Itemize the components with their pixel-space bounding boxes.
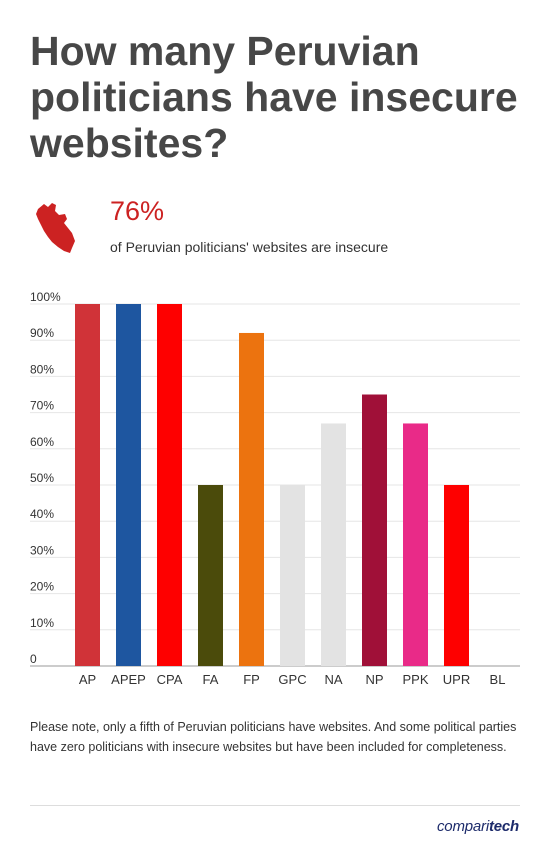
x-tick-label: APEP	[111, 672, 146, 687]
bar-ap	[75, 304, 100, 666]
x-tick-label: NP	[365, 672, 383, 687]
y-tick-label: 30%	[30, 543, 54, 557]
bar-ppk	[403, 423, 428, 666]
x-axis-ticks: AP APEP CPA FA FP GPC NA NP PPK UPR BL	[79, 672, 506, 687]
y-tick-label: 20%	[30, 580, 54, 594]
bar-cpa	[157, 304, 182, 666]
stat-text: of Peruvian politicians' websites are in…	[110, 239, 389, 255]
bars	[75, 304, 469, 666]
bar-np	[362, 394, 387, 666]
x-tick-label: FP	[243, 672, 260, 687]
x-tick-label: BL	[490, 672, 506, 687]
x-tick-label: PPK	[402, 672, 428, 687]
peru-map-icon	[36, 203, 75, 253]
bar-gpc	[280, 485, 305, 666]
footer-divider	[30, 805, 520, 806]
y-tick-label: 40%	[30, 507, 54, 521]
x-tick-label: CPA	[157, 672, 183, 687]
x-tick-label: FA	[203, 672, 219, 687]
y-tick-label: 0	[30, 652, 37, 666]
x-tick-label: UPR	[443, 672, 470, 687]
y-axis-ticks: 0 10% 20% 30% 40% 50% 60% 70% 80% 90% 100%	[30, 290, 61, 666]
bar-na	[321, 423, 346, 666]
gridlines	[30, 303, 520, 667]
bar-chart: 0 10% 20% 30% 40% 50% 60% 70% 80% 90% 100% AP APEP C…	[30, 290, 520, 687]
x-tick-label: GPC	[278, 672, 306, 687]
y-tick-label: 70%	[30, 399, 54, 413]
logo-text-part1: compari	[437, 818, 489, 835]
stat-value: 76%	[110, 196, 165, 226]
bar-apep	[116, 304, 141, 666]
bar-fp	[239, 332, 264, 666]
x-tick-label: NA	[324, 672, 342, 687]
bar-fa	[198, 485, 223, 666]
page-title: How many Peruvian politicians have insec…	[30, 28, 518, 166]
y-tick-label: 50%	[30, 471, 54, 485]
bar-upr	[444, 485, 469, 666]
y-tick-label: 60%	[30, 435, 54, 449]
footnote: Please note, only a fifth of Peruvian po…	[30, 720, 517, 754]
y-tick-label: 100%	[30, 290, 61, 304]
x-tick-label: AP	[79, 672, 96, 687]
y-tick-label: 10%	[30, 616, 54, 630]
y-tick-label: 90%	[30, 326, 54, 340]
comparitech-logo[interactable]: comparitech	[437, 818, 519, 835]
y-tick-label: 80%	[30, 362, 54, 376]
logo-text-part2: tech	[488, 818, 519, 835]
